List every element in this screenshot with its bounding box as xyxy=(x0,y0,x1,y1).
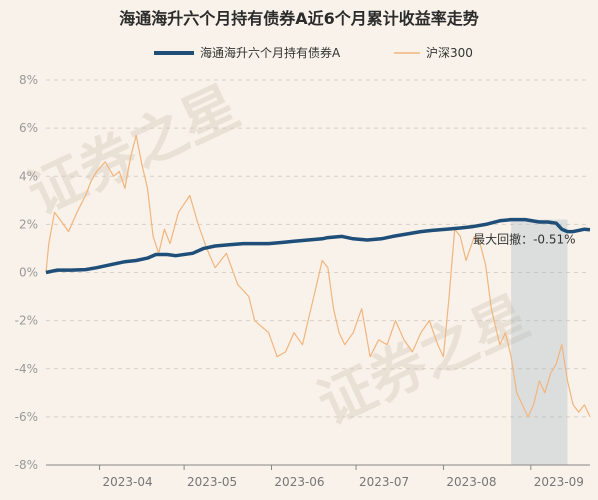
y-tick-label: 2% xyxy=(19,217,38,231)
x-tick-label: 2023-04 xyxy=(102,475,152,489)
y-tick-label: 6% xyxy=(19,121,38,135)
y-tick-label: -6% xyxy=(15,410,38,424)
y-tick-label: -2% xyxy=(15,314,38,328)
y-tick-label: -8% xyxy=(15,458,38,472)
series-lines xyxy=(45,134,591,418)
x-tick-label: 2023-07 xyxy=(359,475,409,489)
csi300-return-line xyxy=(45,134,591,418)
legend-label-index: 沪深300 xyxy=(426,46,473,60)
chart-title: 海通海升六个月持有债券A近6个月累计收益率走势 xyxy=(119,9,479,28)
x-tick-label: 2023-06 xyxy=(274,475,324,489)
drawdown-shade xyxy=(511,219,568,465)
y-tick-label: 4% xyxy=(19,169,38,183)
y-axis: 8% 6% 4% 2% 0% -2% -4% -6% -8% xyxy=(15,73,38,472)
watermark-text: 证券之星 xyxy=(308,284,538,438)
max-drawdown-label: 最大回撤：-0.51% xyxy=(473,232,575,247)
x-tick-label: 2023-05 xyxy=(187,475,237,489)
y-tick-label: 8% xyxy=(19,73,38,87)
y-tick-label: 0% xyxy=(19,266,38,280)
watermark-text: 证券之星 xyxy=(18,74,248,228)
fund-return-line xyxy=(45,217,591,275)
legend: 海通海升六个月持有债券A 沪深300 xyxy=(154,45,473,60)
x-tick-label: 2023-08 xyxy=(446,475,496,489)
y-tick-label: -4% xyxy=(15,362,38,376)
grid-lines xyxy=(46,79,590,466)
x-axis: 2023-04 2023-05 2023-06 2023-07 2023-08 2023-… xyxy=(46,464,590,489)
legend-label-fund: 海通海升六个月持有债券A xyxy=(200,45,341,60)
drawdown-region xyxy=(511,219,568,465)
x-tick-label: 2023-09 xyxy=(534,475,584,489)
